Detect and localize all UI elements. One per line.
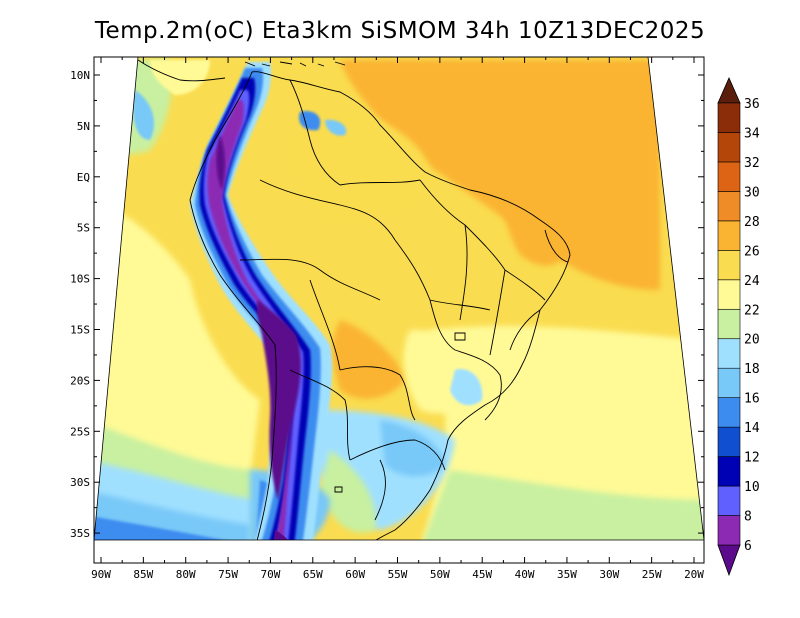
lon-tick-label: 55W bbox=[388, 568, 408, 581]
colorbar-segment bbox=[717, 132, 741, 163]
lat-tick-label: 10N bbox=[70, 69, 90, 82]
colorbar-segment bbox=[717, 485, 741, 516]
colorbar-segment bbox=[717, 397, 741, 428]
colorbar-label: 8 bbox=[744, 510, 752, 525]
temperature-field bbox=[94, 57, 704, 540]
lat-tick-label: 35S bbox=[70, 527, 90, 540]
colorbar-segment bbox=[717, 250, 741, 281]
coastline-and-borders bbox=[137, 59, 571, 540]
colorbar-label: 18 bbox=[744, 362, 760, 377]
lon-tick-label: 45W bbox=[472, 568, 492, 581]
colorbar-label: 34 bbox=[744, 126, 760, 141]
colorbar-label: 14 bbox=[744, 421, 760, 436]
colorbar-segment bbox=[717, 338, 741, 369]
colorbar-label: 32 bbox=[744, 156, 760, 171]
colorbar-segment bbox=[717, 426, 741, 457]
lat-tick-label: EQ bbox=[77, 171, 90, 184]
colorbar-segment bbox=[717, 279, 741, 310]
colorbar-segment bbox=[717, 308, 741, 340]
longitude-axis: 90W 85W 80W 75W 70W 65W 60W 55W 50W 45W 40W 35W 30W 2… bbox=[91, 57, 704, 581]
colorbar-label: 28 bbox=[744, 215, 760, 230]
lon-tick-label: 35W bbox=[557, 568, 577, 581]
colorbar-label: 24 bbox=[744, 274, 760, 289]
colorbar-segment bbox=[717, 220, 741, 251]
lon-tick-label: 90W bbox=[91, 568, 111, 581]
lat-tick-label: 5S bbox=[77, 222, 90, 235]
colorbar-segment bbox=[717, 515, 741, 546]
colorbar-label: 30 bbox=[744, 185, 760, 200]
lon-tick-label: 50W bbox=[430, 568, 450, 581]
lon-tick-label: 40W bbox=[515, 568, 535, 581]
lon-tick-label: 60W bbox=[345, 568, 365, 581]
colorbar: 6 8 10 12 14 16 18 20 22 24 26 28 30 32 34 36 bbox=[717, 77, 760, 577]
lon-tick-label: 85W bbox=[133, 568, 153, 581]
latitude-axis: 10N 5N EQ 5S 10S 15S 20S 25S 30S 35S bbox=[70, 69, 704, 540]
colorbar-segment bbox=[717, 191, 741, 222]
colorbar-label: 20 bbox=[744, 333, 760, 348]
map-title: Temp.2m(oC) Eta3km SiSMOM 34h 10Z13DEC20… bbox=[94, 18, 706, 44]
colorbar-under-triangle bbox=[717, 544, 741, 577]
lon-tick-label: 20W bbox=[684, 568, 704, 581]
lat-tick-label: 25S bbox=[70, 425, 90, 438]
plot-frame bbox=[93, 56, 705, 564]
colorbar-label: 26 bbox=[744, 244, 760, 259]
lat-tick-label: 30S bbox=[70, 476, 90, 489]
lon-tick-label: 25W bbox=[642, 568, 662, 581]
colorbar-segment bbox=[717, 367, 741, 398]
colorbar-segment bbox=[717, 102, 741, 133]
lat-tick-label: 10S bbox=[70, 273, 90, 286]
colorbar-label: 36 bbox=[744, 97, 760, 112]
colorbar-over-triangle bbox=[717, 77, 741, 104]
colorbar-label: 22 bbox=[744, 303, 760, 318]
lat-tick-label: 20S bbox=[70, 374, 90, 387]
lon-tick-label: 80W bbox=[176, 568, 196, 581]
lon-tick-label: 75W bbox=[218, 568, 238, 581]
colorbar-label: 6 bbox=[744, 539, 752, 554]
colorbar-label: 16 bbox=[744, 392, 760, 407]
colorbar-label: 12 bbox=[744, 451, 760, 466]
colorbar-label: 10 bbox=[744, 480, 760, 495]
colorbar-segment bbox=[717, 161, 741, 192]
lon-tick-label: 65W bbox=[303, 568, 323, 581]
colorbar-segment bbox=[717, 456, 741, 487]
lon-tick-label: 70W bbox=[260, 568, 280, 581]
lat-tick-label: 5N bbox=[77, 120, 90, 133]
lon-tick-label: 30W bbox=[599, 568, 619, 581]
lat-tick-label: 15S bbox=[70, 324, 90, 337]
